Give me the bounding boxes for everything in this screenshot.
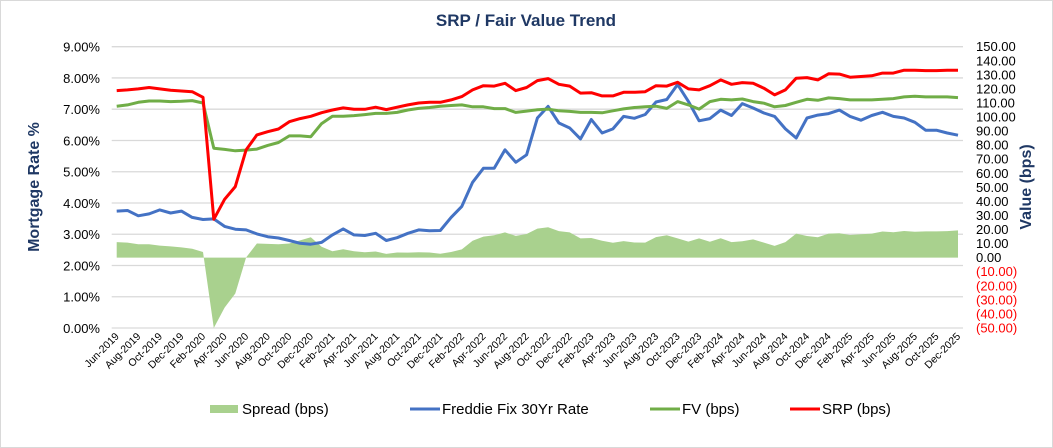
left-axis-title: Mortgage Rate %: [26, 122, 43, 252]
left-axis-tick-label: 6.00%: [63, 133, 100, 148]
legend-label: FV (bps): [682, 401, 740, 418]
right-axis-tick-label: (20.00): [976, 278, 1017, 293]
right-axis-tick-label: 140.00: [976, 53, 1016, 68]
spread-area-layer: [116, 227, 958, 328]
right-axis-tick-label: (40.00): [976, 306, 1017, 321]
left-axis: 0.00% 1.00% 2.00% 3.00% 4.00% 5.00% 6.00% 7.00%…: [63, 40, 100, 336]
left-axis-tick-label: 7.00%: [63, 102, 100, 117]
right-axis-tick-label: 150.00: [976, 39, 1016, 54]
legend-label: SRP (bps): [822, 401, 891, 418]
srp-bps-line: [116, 68, 958, 221]
spread-area: [116, 227, 958, 328]
left-axis-tick-label: 5.00%: [63, 165, 100, 180]
right-axis-tick-label: (10.00): [976, 264, 1017, 279]
right-axis-tick-label: 0.00: [976, 250, 1001, 265]
left-axis-tick-label: 4.00%: [63, 196, 100, 211]
right-axis-tick-label: 110.00: [976, 95, 1015, 110]
legend: Spread (bps) Freddie Fix 30Yr Rate FV (bps…: [210, 401, 891, 418]
right-axis-tick-label: 80.00: [976, 138, 1009, 153]
left-axis-tick-label: 3.00%: [63, 227, 100, 242]
right-axis-tick-label: 100.00: [976, 110, 1016, 125]
legend-swatch-spread: [210, 405, 238, 413]
left-axis-tick-label: 0.00%: [63, 321, 100, 336]
right-axis-tick-label: 60.00: [976, 166, 1009, 181]
right-axis-tick-label: (30.00): [976, 292, 1017, 307]
fv-bps-line: [116, 94, 959, 153]
right-axis-tick-label: (50.00): [976, 321, 1017, 336]
left-axis-tick-label: 2.00%: [63, 258, 100, 273]
right-axis-tick-label: 40.00: [976, 194, 1009, 209]
series-lines-layer: [116, 68, 959, 246]
x-axis: Jun-2019Aug-2019Oct-2019Dec-2019Feb-2020…: [82, 331, 963, 372]
right-axis-tick-label: 10.00: [976, 236, 1009, 251]
legend-label: Freddie Fix 30Yr Rate: [442, 401, 589, 418]
freddie-fix-30yr-rate-line: [116, 83, 959, 246]
left-axis-tick-label: 8.00%: [63, 71, 100, 86]
right-axis-tick-label: 120.00: [976, 81, 1016, 96]
gridlines: [111, 46, 963, 329]
right-axis-tick-label: 20.00: [976, 222, 1009, 237]
right-axis-tick-label: 90.00: [976, 124, 1009, 139]
right-axis: (50.00)(40.00)(30.00)(20.00)(10.00)0.001…: [976, 39, 1017, 335]
right-axis-tick-label: 50.00: [976, 180, 1009, 195]
legend-label: Spread (bps): [242, 401, 329, 418]
left-axis-tick-label: 9.00%: [63, 40, 100, 55]
right-axis-tick-label: 130.00: [976, 67, 1016, 82]
right-axis-title: Value (bps): [1018, 144, 1035, 229]
left-axis-tick-label: 1.00%: [63, 290, 100, 305]
chart-title: SRP / Fair Value Trend: [436, 11, 616, 30]
right-axis-tick-label: 30.00: [976, 208, 1009, 223]
right-axis-tick-label: 70.00: [976, 152, 1009, 167]
